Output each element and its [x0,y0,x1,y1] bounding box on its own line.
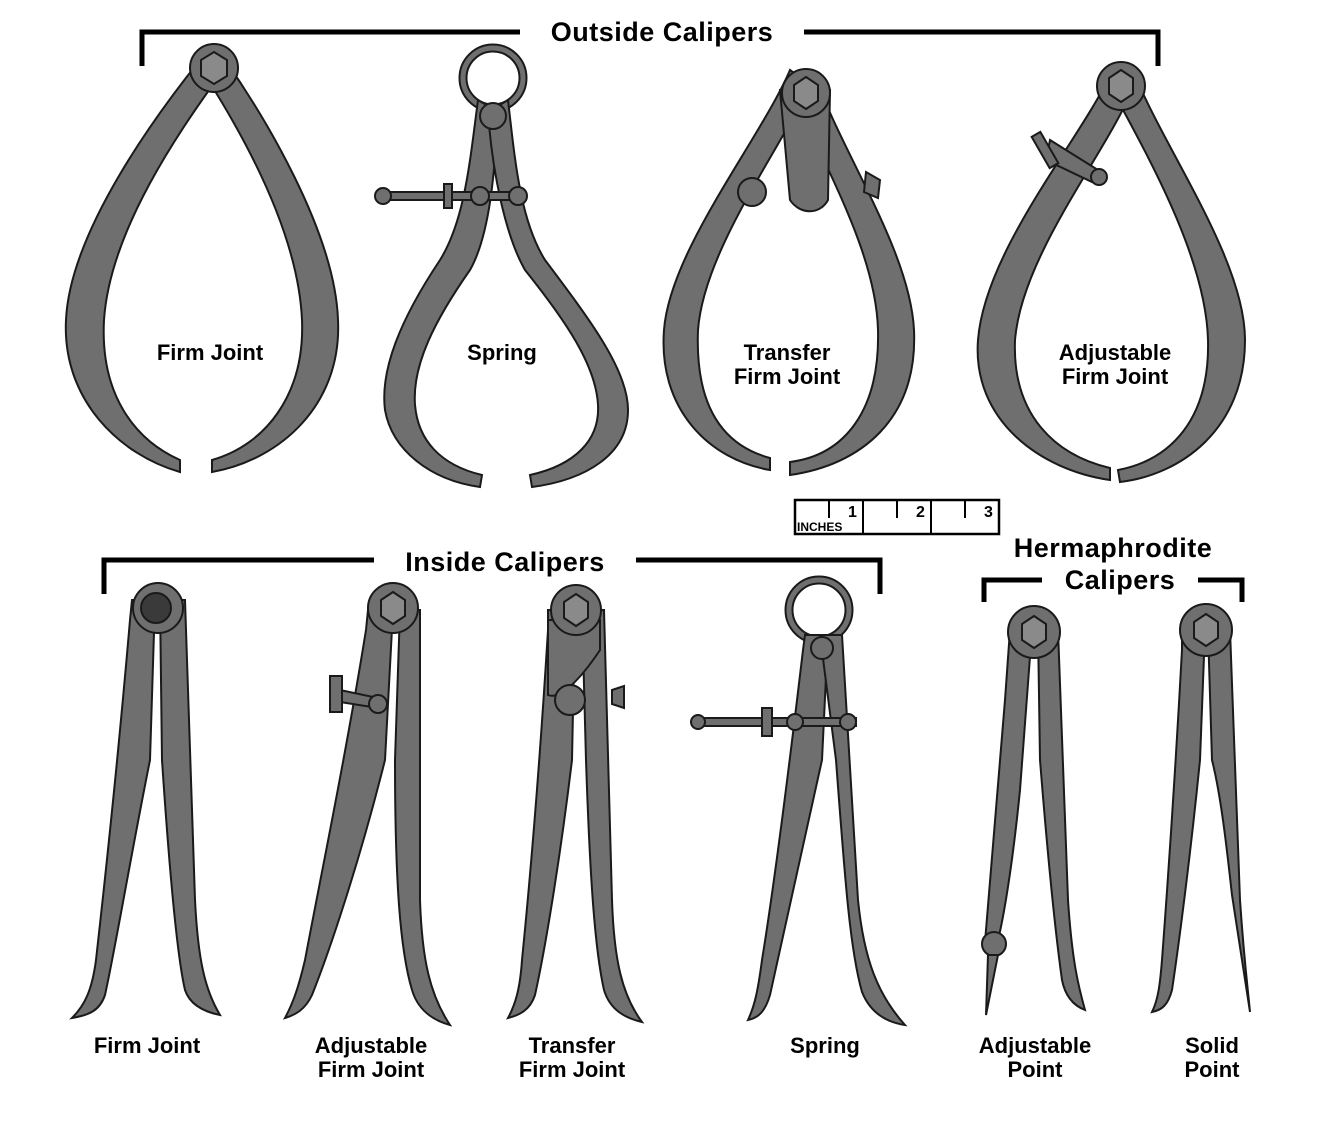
ruler-mark-3: 3 [984,504,993,521]
ruler-unit-label: INCHES [797,520,842,534]
inside-adjustable-caliper [282,582,453,1027]
inside-adjustable-firm-joint-label: Adjustable Firm Joint [314,1033,428,1082]
inch-ruler: INCHES 1 2 3 [793,498,1001,536]
ruler-mark-2: 2 [916,504,925,521]
inside-transfer-firm-joint-label: Transfer Firm Joint [518,1033,626,1082]
hermaphrodite-calipers-heading-line2: Calipers [1042,566,1198,594]
outside-transfer-firm-joint-label: Transfer Firm Joint [733,340,841,389]
outside-transfer-caliper [662,68,916,477]
inside-calipers-heading: Inside Calipers [374,548,636,576]
hermaphrodite-calipers-heading-line1: Hermaphrodite [1013,533,1213,563]
outside-spring-label: Spring [467,340,537,365]
outside-firm-joint-caliper [64,43,340,474]
inside-spring-caliper [690,575,908,1027]
hermaphrodite-adjustable-point-label: Adjustable Point [978,1033,1092,1082]
outside-spring-caliper [374,43,630,489]
ruler-mark-1: 1 [848,504,857,521]
hermaphrodite-solid-caliper [1150,603,1251,1014]
outside-adjustable-caliper [976,61,1247,484]
outside-firm-joint-label: Firm Joint [156,340,264,365]
hermaphrodite-solid-point-label: Solid Point [1184,1033,1240,1082]
inside-firm-joint-label: Firm Joint [93,1033,201,1058]
outside-adjustable-firm-joint-label: Adjustable Firm Joint [1058,340,1172,389]
hermaphrodite-adjustable-caliper [981,605,1087,1016]
inside-firm-joint-caliper [69,582,223,1020]
outside-calipers-heading: Outside Calipers [520,18,804,46]
inside-spring-label: Spring [790,1033,860,1058]
inside-transfer-caliper [506,584,645,1024]
